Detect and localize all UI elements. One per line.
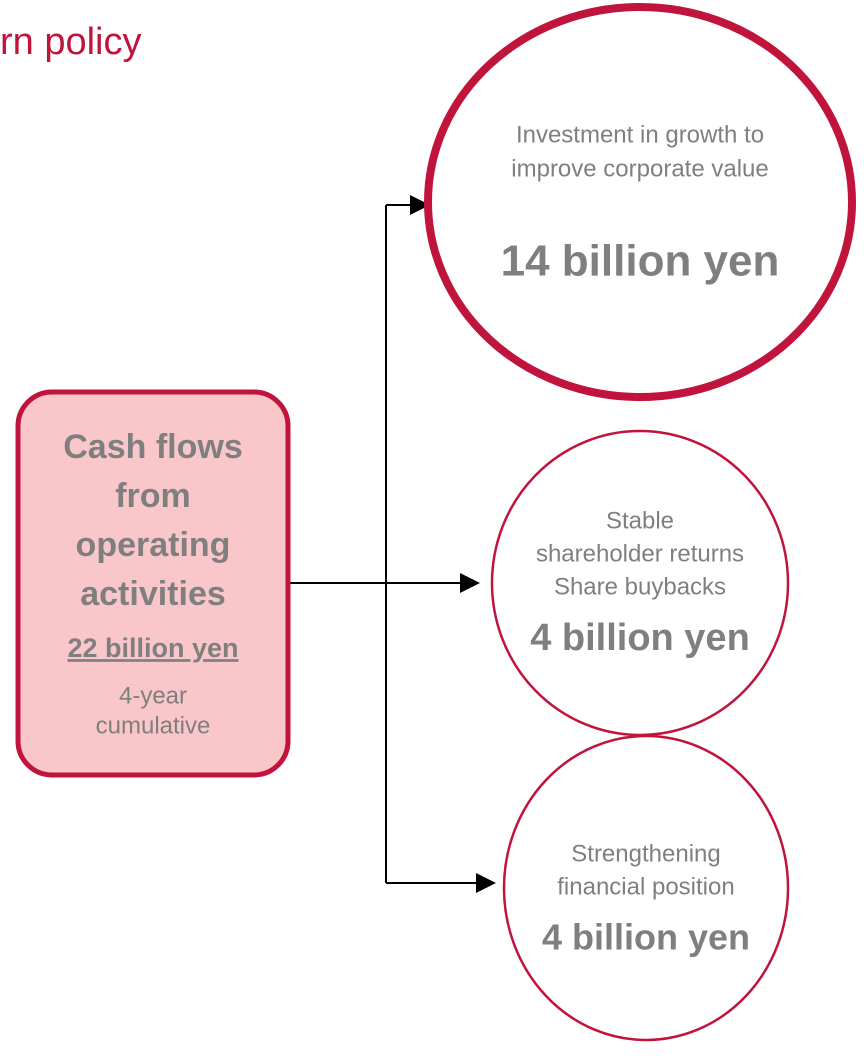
title: rn policy xyxy=(0,21,142,63)
source-amount: 22 billion yen xyxy=(67,633,238,663)
source-note: cumulative xyxy=(96,712,211,739)
source-heading: operating xyxy=(76,526,231,564)
node-label: shareholder returns xyxy=(536,540,744,567)
connectors xyxy=(290,195,496,893)
node-label: financial position xyxy=(557,873,734,900)
node-circle xyxy=(502,734,790,1042)
node-label: Share buybacks xyxy=(554,573,726,600)
node-label: Stable xyxy=(606,507,674,534)
node-amount: 14 billion yen xyxy=(501,237,780,286)
source-note: 4-year xyxy=(119,682,187,709)
source-heading: Cash flows xyxy=(63,428,242,466)
source-heading: activities xyxy=(80,575,226,613)
node-label: improve corporate value xyxy=(511,155,768,182)
node-label: Strengthening xyxy=(571,840,720,867)
node-amount: 4 billion yen xyxy=(542,917,750,958)
source-heading: from xyxy=(115,477,191,515)
node-circle xyxy=(424,3,856,401)
node-amount: 4 billion yen xyxy=(530,617,750,659)
source-box xyxy=(15,389,291,778)
node-label: Investment in growth to xyxy=(516,121,764,148)
